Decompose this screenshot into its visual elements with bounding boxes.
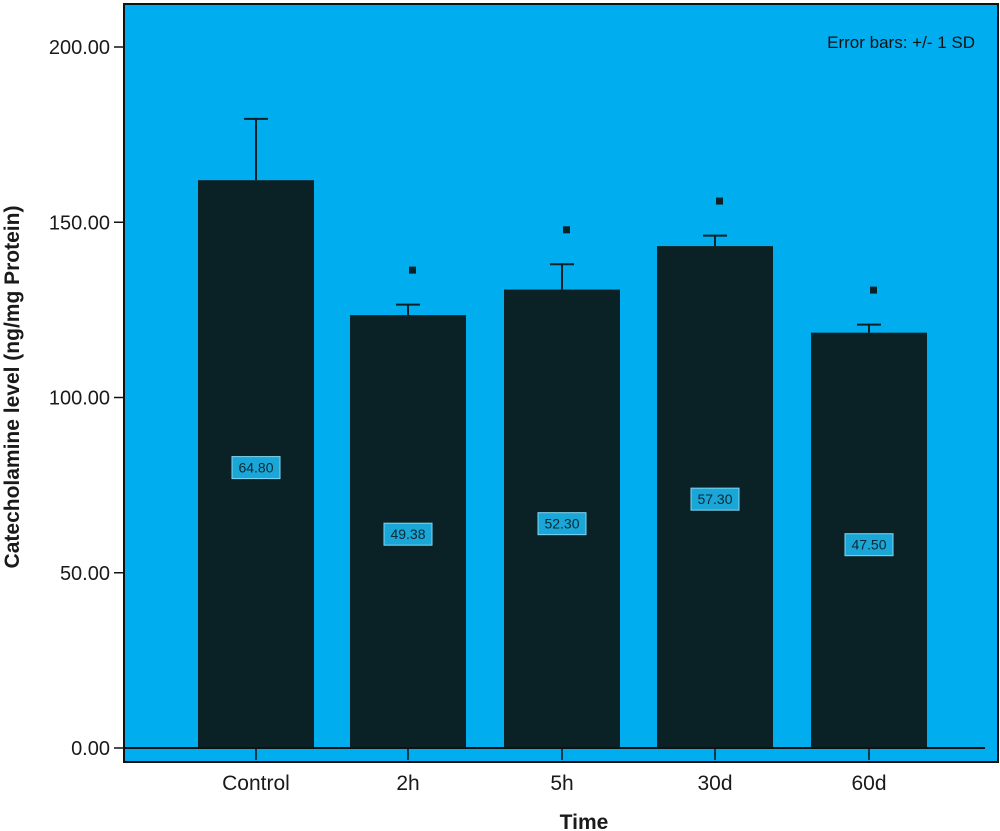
data-label-box — [844, 533, 894, 557]
y-tick-label: 100.00 — [49, 388, 110, 410]
x-tick-label: 30d — [697, 772, 732, 795]
y-tick-label: 200.00 — [49, 37, 110, 59]
x-tick-label: 2h — [396, 772, 419, 795]
data-label-box — [537, 512, 587, 536]
x-tick-label: 60d — [851, 772, 886, 795]
x-tick-label: Control — [222, 772, 290, 795]
data-label: 57.30 — [697, 491, 732, 507]
significance-marker — [563, 226, 570, 234]
data-label: 47.50 — [851, 537, 886, 553]
x-tick-label: 5h — [550, 772, 573, 795]
significance-marker — [409, 266, 416, 274]
y-tick-label: 150.00 — [49, 212, 110, 234]
y-tick-label: 0.00 — [71, 738, 110, 760]
y-tick-label: 50.00 — [60, 563, 110, 585]
data-label-box — [383, 522, 433, 546]
data-label-box — [231, 456, 281, 480]
data-label-box — [690, 487, 740, 511]
significance-marker — [870, 286, 877, 294]
x-axis-title: Time — [560, 811, 609, 831]
significance-marker — [716, 197, 723, 205]
data-label: 52.30 — [544, 516, 579, 532]
y-axis-title: Catecholamine level (ng/mg Protein) — [1, 206, 24, 569]
data-label: 64.80 — [238, 460, 273, 476]
data-label: 49.38 — [390, 526, 425, 542]
error-bar-note: Error bars: +/- 1 SD — [827, 33, 975, 52]
